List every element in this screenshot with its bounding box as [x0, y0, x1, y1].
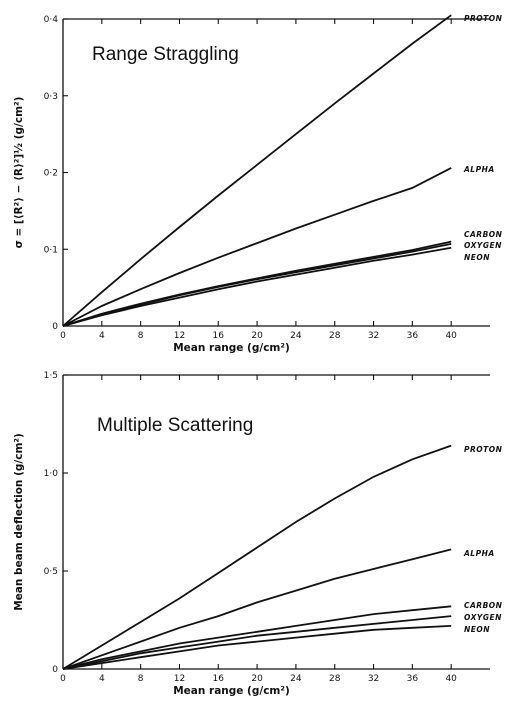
x-axis-label: Mean range (g/cm²) [173, 685, 290, 697]
y-tick-label: 0·3 [44, 92, 58, 102]
x-tick-label: 28 [329, 331, 341, 341]
y-tick-label: 1·0 [44, 469, 59, 479]
series-label-oxygen: OXYGEN [464, 241, 502, 250]
x-tick-label: 12 [174, 674, 185, 684]
y-tick-label: 0 [52, 665, 58, 675]
y-axis-label: σ = [⟨R²⟩ − ⟨R⟩²]½ (g/cm²) [13, 97, 25, 249]
y-tick-label: 0·1 [44, 245, 58, 255]
x-tick-label: 8 [138, 331, 144, 341]
x-axis-label: Mean range (g/cm²) [173, 342, 290, 354]
series-line-alpha [62, 167, 452, 327]
series-label-proton: PROTON [464, 445, 503, 454]
chart-title: Multiple Scattering [97, 415, 253, 436]
series-line-alpha [62, 548, 452, 670]
x-tick-label: 20 [251, 331, 263, 341]
x-tick-label: 16 [213, 331, 225, 341]
x-tick-label: 32 [368, 331, 379, 341]
series-line-neon [62, 246, 452, 327]
x-tick-label: 20 [251, 674, 263, 684]
x-tick-label: 0 [60, 674, 66, 684]
y-tick-label: 0·4 [44, 15, 59, 25]
series-label-carbon: CARBON [464, 230, 503, 239]
x-tick-label: 8 [138, 674, 144, 684]
chart-title: Range Straggling [92, 44, 239, 65]
multiple-scattering-chart: 0 4 8 12 16 20 24 28 32 36 40 0 0·5 1·0 1·5 Mean range … [13, 371, 503, 697]
x-tick-label: 12 [174, 331, 185, 341]
series-line-oxygen [62, 615, 452, 670]
x-tick-label: 0 [60, 331, 66, 341]
series-label-oxygen: OXYGEN [464, 613, 502, 622]
series-label-carbon: CARBON [464, 601, 503, 610]
x-tick-label: 40 [445, 331, 457, 341]
x-tick-label: 4 [99, 331, 105, 341]
y-tick-label: 0 [52, 322, 58, 332]
x-tick-label: 40 [445, 674, 457, 684]
series-line-proton [62, 14, 452, 327]
series-label-alpha: ALPHA [463, 549, 495, 558]
x-tick-label: 36 [407, 674, 419, 684]
x-tick-label: 28 [329, 674, 341, 684]
series-label-neon: NEON [464, 625, 490, 634]
series-line-neon [62, 625, 452, 670]
series-line-carbon [62, 605, 452, 670]
x-tick-label: 16 [213, 674, 225, 684]
x-tick-label: 32 [368, 674, 379, 684]
series-label-alpha: ALPHA [463, 165, 495, 174]
series-label-proton: PROTON [464, 14, 503, 23]
series-line-oxygen [62, 243, 452, 327]
y-tick-label: 0·5 [44, 567, 58, 577]
x-tick-label: 24 [290, 674, 302, 684]
y-tick-label: 1·5 [44, 371, 58, 381]
x-tick-label: 24 [290, 331, 302, 341]
y-tick-label: 0·2 [44, 169, 58, 179]
x-tick-label: 4 [99, 674, 105, 684]
range-straggling-chart: 0 4 8 12 16 20 24 28 32 36 40 0 0·1 0·2 0·3 0·4 Mean ran… [13, 14, 503, 354]
y-axis-label: Mean beam deflection (g/cm²) [13, 433, 25, 611]
series-line-proton [62, 444, 452, 670]
x-tick-label: 36 [407, 331, 419, 341]
series-label-neon: NEON [464, 253, 490, 262]
